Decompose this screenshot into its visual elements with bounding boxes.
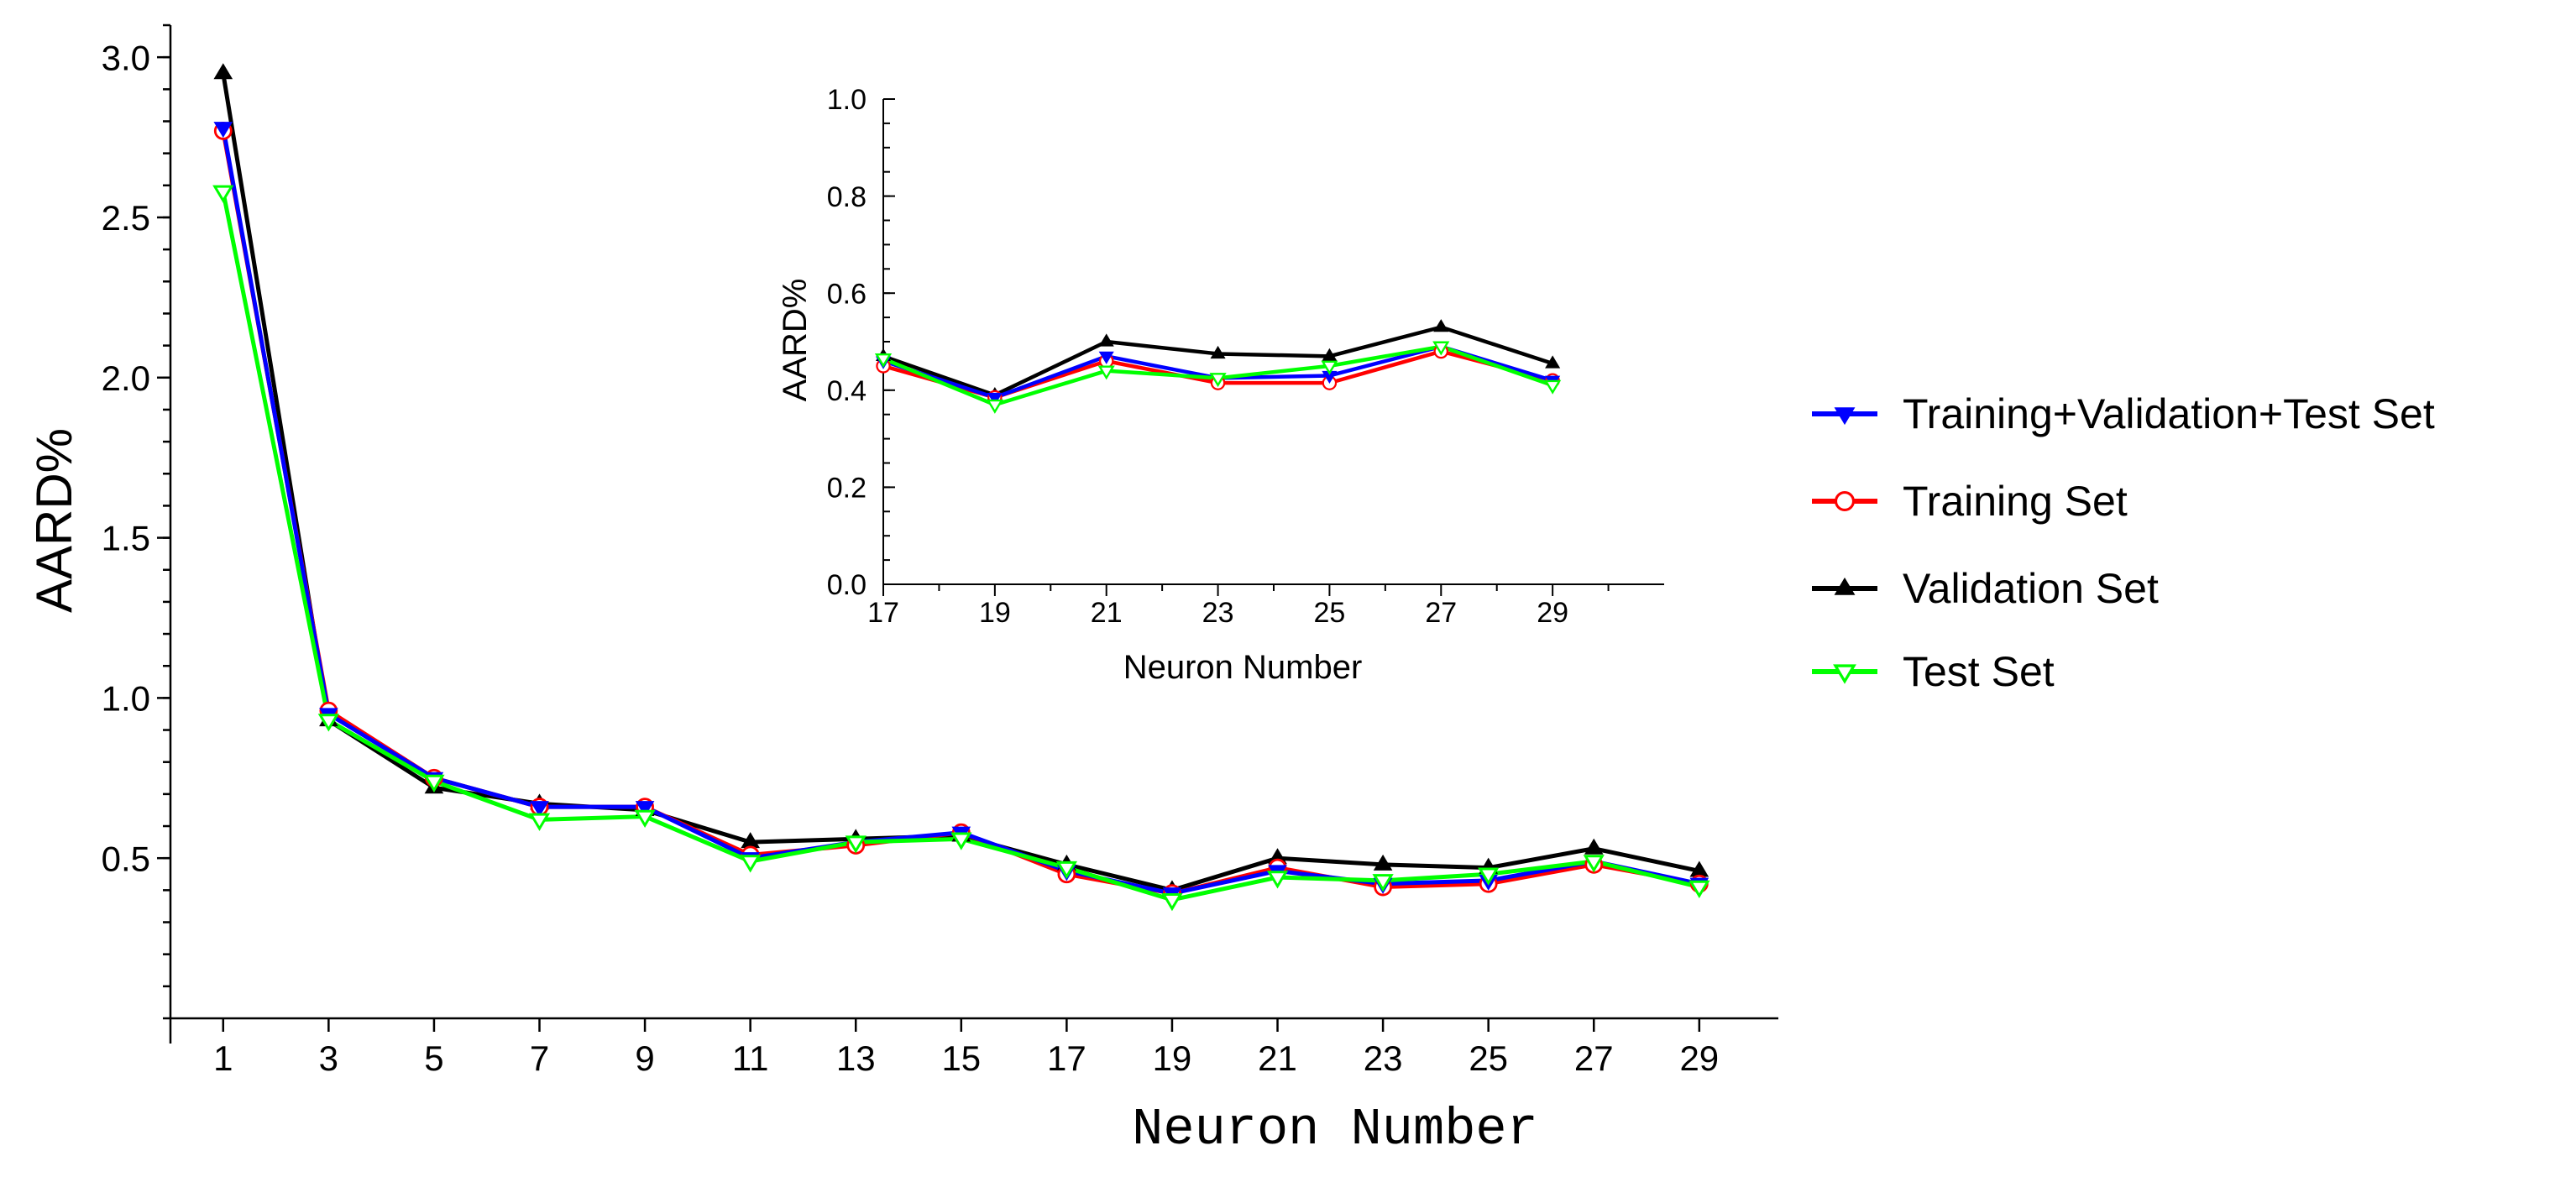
x-tick-label: 29 <box>1537 597 1568 629</box>
data-point-3 <box>1161 893 1183 912</box>
data-point-3 <box>986 399 1003 414</box>
data-point-3 <box>317 714 339 732</box>
legend-marker-icon <box>1834 577 1856 595</box>
data-point-3 <box>950 832 972 850</box>
data-point-3 <box>1321 360 1338 375</box>
y-tick-label: 1.5 <box>102 519 150 558</box>
data-point-3 <box>1689 880 1710 898</box>
data-point-2 <box>1433 319 1449 332</box>
y-tick-label: 2.5 <box>102 198 150 238</box>
y-axis-label: AARD% <box>26 428 82 613</box>
x-tick-label: 23 <box>1202 597 1234 629</box>
x-tick-label: 27 <box>1574 1038 1614 1078</box>
legend-label: Test Set <box>1903 648 2055 695</box>
series-line-3 <box>221 191 1700 902</box>
data-point-3 <box>528 813 551 831</box>
x-tick-label: 3 <box>319 1038 338 1078</box>
y-tick-label: 2.0 <box>102 358 150 398</box>
x-tick-label: 9 <box>635 1038 654 1078</box>
data-point-3 <box>634 809 656 829</box>
main-plot: 1 3 5 7 9 11 13 15 17 19 21 23 25 27 290.51.01.52.02.5… <box>26 24 1778 1159</box>
legend-marker-icon <box>1833 664 1856 684</box>
legend-item: Training Set <box>1812 478 2128 525</box>
data-point-2 <box>1584 838 1604 855</box>
x-tick-label: 15 <box>941 1038 981 1078</box>
data-point-2 <box>1098 333 1114 347</box>
x-tick-label: 17 <box>867 597 899 629</box>
legend: Training+Validation+Test Set Training Set… <box>1812 390 2435 695</box>
data-point-3 <box>740 855 762 873</box>
data-point-3 <box>1097 365 1115 380</box>
y-axis-label: AARD% <box>777 279 814 402</box>
legend-item: Test Set <box>1812 648 2055 695</box>
x-tick-label: 11 <box>732 1038 769 1078</box>
legend-marker-icon <box>1834 407 1856 426</box>
y-tick-label: 0.6 <box>827 278 867 310</box>
data-point-0 <box>1098 351 1114 364</box>
x-axis-label: Neuron Number <box>1132 1100 1538 1159</box>
data-point-3 <box>1372 874 1394 892</box>
y-tick-label: 3.0 <box>102 38 150 77</box>
data-point-3 <box>845 835 867 854</box>
data-point-3 <box>423 774 445 793</box>
y-tick-label: 0.2 <box>827 473 867 505</box>
data-point-0 <box>530 801 549 818</box>
data-point-3 <box>1432 341 1450 356</box>
x-tick-label: 5 <box>424 1038 443 1078</box>
x-tick-label: 19 <box>1153 1038 1192 1078</box>
y-tick-label: 1.0 <box>102 679 150 719</box>
legend-label: Validation Set <box>1903 565 2159 612</box>
data-point-2 <box>1322 348 1338 361</box>
data-point-0 <box>213 122 233 139</box>
y-tick-label: 1.0 <box>827 84 867 116</box>
x-axis-label: Neuron Number <box>1123 649 1363 686</box>
x-tick-label: 25 <box>1469 1038 1508 1078</box>
data-point-2 <box>213 63 233 80</box>
data-point-0 <box>987 392 1003 406</box>
data-point-2 <box>1210 345 1226 359</box>
data-point-3 <box>1209 373 1227 388</box>
legend-label: Training Set <box>1903 478 2128 525</box>
x-tick-label: 21 <box>1258 1038 1297 1078</box>
data-point-3 <box>874 353 893 368</box>
series-line-2 <box>221 72 1700 892</box>
data-point-3 <box>212 185 234 203</box>
x-tick-label: 21 <box>1091 597 1123 629</box>
data-point-3 <box>1478 867 1500 886</box>
x-tick-label: 25 <box>1314 597 1346 629</box>
series-line-0 <box>221 127 1700 896</box>
data-point-3 <box>1055 861 1078 880</box>
x-tick-label: 7 <box>530 1038 549 1078</box>
data-point-3 <box>1266 871 1289 889</box>
legend-item: Training+Validation+Test Set <box>1812 390 2435 437</box>
y-tick-label: 0.0 <box>827 569 867 601</box>
x-tick-label: 19 <box>979 597 1011 629</box>
x-tick-label: 27 <box>1425 597 1457 629</box>
data-point-3 <box>1544 379 1562 395</box>
x-tick-label: 17 <box>1047 1038 1086 1078</box>
x-tick-label: 23 <box>1364 1038 1403 1078</box>
data-point-2 <box>1373 854 1393 871</box>
x-tick-label: 1 <box>213 1038 233 1078</box>
data-point-3 <box>1583 855 1605 873</box>
y-tick-label: 0.4 <box>827 375 867 407</box>
inset-plot: 17 19 21 23 25 27 29 0.0 0.2 0.4 0.6 0.8 1.0 Neuron N… <box>777 84 1664 686</box>
data-point-0 <box>635 801 655 818</box>
legend-label: Training+Validation+Test Set <box>1903 390 2435 437</box>
legend-item: Validation Set <box>1812 565 2159 612</box>
legend-marker-icon <box>1835 491 1855 511</box>
data-point-2 <box>1545 355 1561 369</box>
y-tick-label: 0.8 <box>827 181 867 213</box>
y-tick-label: 0.5 <box>102 839 150 878</box>
x-tick-label: 13 <box>836 1038 876 1078</box>
x-tick-label: 29 <box>1679 1038 1719 1078</box>
